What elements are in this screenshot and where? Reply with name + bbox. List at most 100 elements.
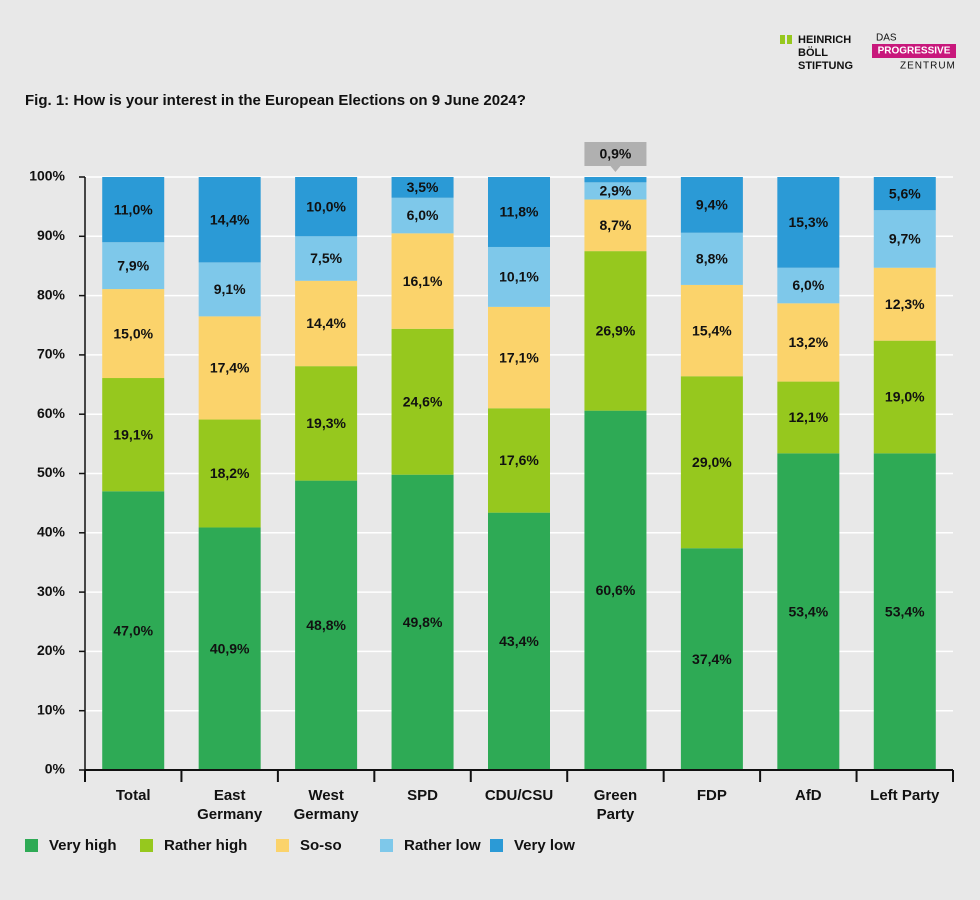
value-label: 15,3% xyxy=(788,214,828,230)
bar-segment xyxy=(777,453,840,770)
x-tick-label: CDU/CSU xyxy=(484,787,554,804)
bar-segment xyxy=(777,177,840,268)
bar-segment xyxy=(488,306,550,409)
logo-text: PROGRESSIVE xyxy=(878,46,951,57)
value-label: 9,1% xyxy=(214,281,246,297)
value-label: 14,4% xyxy=(306,315,346,331)
bar-segment xyxy=(777,381,840,454)
logo-mark xyxy=(787,35,792,44)
legend-swatch xyxy=(490,839,503,852)
value-label: 18,2% xyxy=(210,465,250,481)
value-label: 17,4% xyxy=(210,360,250,376)
y-tick-label: 0% xyxy=(45,761,66,777)
bar-segment xyxy=(391,233,454,329)
bar-segment xyxy=(680,376,743,549)
bar-segment xyxy=(295,177,358,237)
bar-segment xyxy=(198,262,261,317)
value-label: 11,0% xyxy=(114,201,153,217)
bar-segment xyxy=(102,177,165,243)
value-label: 3,5% xyxy=(407,179,439,195)
y-tick-label: 70% xyxy=(37,346,66,362)
value-label: 7,9% xyxy=(117,257,149,273)
value-label: 26,9% xyxy=(596,323,636,339)
bar-segment xyxy=(873,267,936,341)
x-tick-label: Left Party xyxy=(870,787,940,804)
bar-segment xyxy=(488,177,550,247)
bar-segment xyxy=(488,246,550,307)
bar-segment xyxy=(295,366,358,481)
value-label: 7,5% xyxy=(310,250,342,266)
value-label: 10,1% xyxy=(499,269,539,285)
value-label: 29,0% xyxy=(692,454,732,470)
bar-segment xyxy=(873,340,936,454)
legend-swatch xyxy=(25,839,38,852)
value-label: 16,1% xyxy=(403,273,443,289)
x-tick-label: Green Party xyxy=(593,787,638,823)
bar-segment xyxy=(680,232,743,285)
value-label: 5,6% xyxy=(889,185,921,201)
bar-segment xyxy=(198,419,261,528)
legend-label: Rather high xyxy=(164,837,247,854)
value-label: 9,7% xyxy=(889,231,921,247)
value-label: 47,0% xyxy=(113,622,153,638)
bar-segment xyxy=(777,267,840,304)
legend-label: Rather low xyxy=(404,837,481,854)
value-label: 12,1% xyxy=(788,409,828,425)
y-tick-label: 10% xyxy=(37,701,66,717)
value-label: 17,1% xyxy=(499,349,539,365)
logo-text: STIFTUNG xyxy=(798,60,853,72)
value-label: 2,9% xyxy=(599,183,631,199)
value-label: 43,4% xyxy=(499,633,539,649)
chart-title: Fig. 1: How is your interest in the Euro… xyxy=(25,92,526,109)
bar-segment xyxy=(584,182,647,200)
bar-segment xyxy=(391,197,454,234)
value-label: 60,6% xyxy=(596,582,636,598)
bar-segment xyxy=(873,210,936,268)
value-label: 48,8% xyxy=(306,617,346,633)
value-label: 6,0% xyxy=(407,207,439,223)
value-label: 49,8% xyxy=(403,614,443,630)
value-label: 19,1% xyxy=(113,426,153,442)
legend-swatch xyxy=(140,839,153,852)
x-tick-label: AfD xyxy=(794,787,822,804)
y-tick-label: 50% xyxy=(37,464,66,480)
x-tick-label: Total xyxy=(115,787,151,804)
y-tick-label: 20% xyxy=(37,642,66,658)
bar-segment xyxy=(295,480,358,770)
value-label: 37,4% xyxy=(692,651,732,667)
bar-segment xyxy=(198,316,261,420)
callout xyxy=(584,142,647,172)
legend-label: Very low xyxy=(514,837,575,854)
value-label: 12,3% xyxy=(885,296,925,312)
logo-mark xyxy=(780,35,785,44)
bar-segment xyxy=(102,242,165,290)
bar-segment xyxy=(102,289,165,379)
value-label: 8,8% xyxy=(696,251,728,267)
legend-swatch xyxy=(276,839,289,852)
bar-segment xyxy=(198,177,261,263)
x-tick-label: West Germany xyxy=(293,787,359,823)
y-tick-label: 80% xyxy=(37,286,66,302)
bar-segment xyxy=(391,474,454,770)
bar-segment xyxy=(295,236,358,281)
value-label: 19,0% xyxy=(885,389,925,405)
bar-segment xyxy=(680,177,743,233)
bar-segment xyxy=(777,303,840,382)
bar-segment xyxy=(488,408,550,513)
value-label: 17,6% xyxy=(499,452,539,468)
logo-text: BÖLL xyxy=(798,46,828,59)
logo-band xyxy=(872,44,956,58)
value-label: 53,4% xyxy=(885,603,925,619)
x-tick-label: FDP xyxy=(696,787,727,804)
legend-label: Very high xyxy=(49,837,117,854)
y-tick-label: 30% xyxy=(37,583,66,599)
bar-segment xyxy=(873,453,936,770)
value-label: 14,4% xyxy=(210,211,250,227)
value-label: 8,7% xyxy=(599,217,631,233)
bar-segment xyxy=(584,251,647,411)
value-label: 40,9% xyxy=(210,640,250,656)
value-label: 53,4% xyxy=(788,603,828,619)
bar-segment xyxy=(295,280,358,367)
